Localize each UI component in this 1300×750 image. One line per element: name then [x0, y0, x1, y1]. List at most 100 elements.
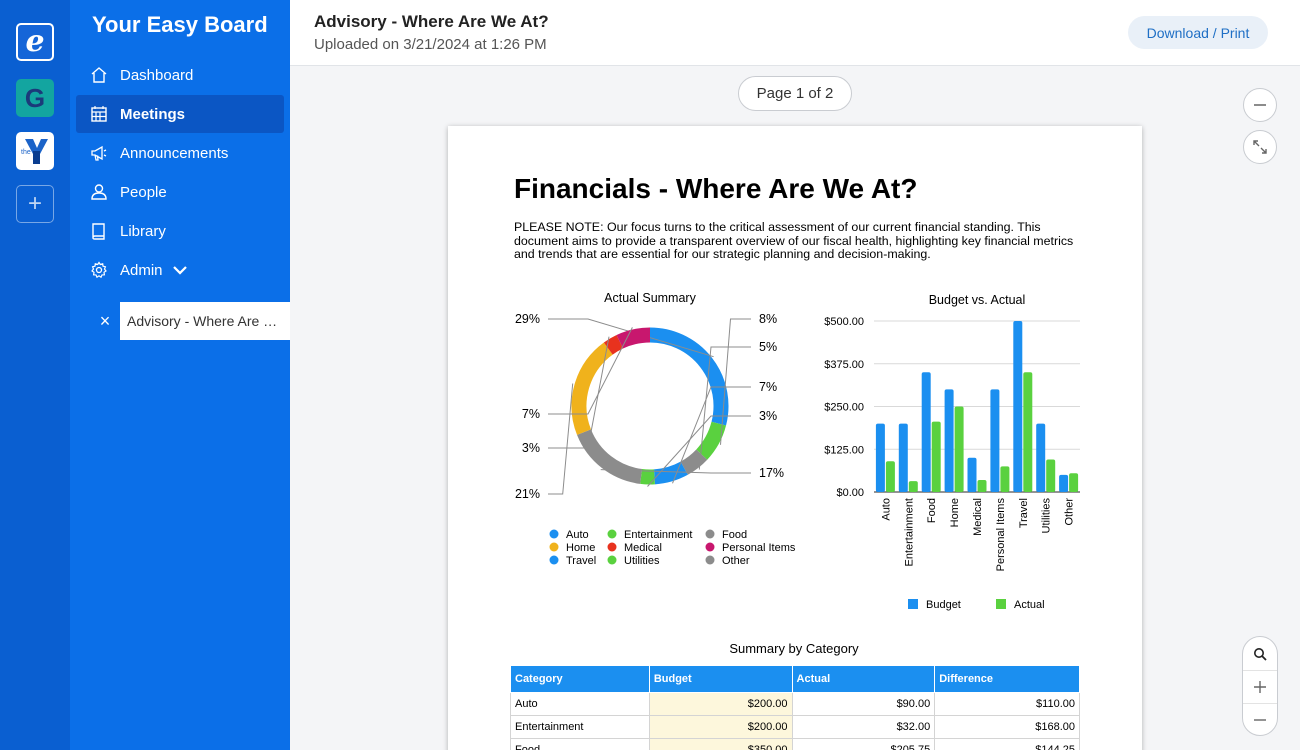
sidebar-item-label: Meetings [120, 105, 186, 123]
sidebar-item-label: Admin [120, 261, 163, 279]
document-page: Financials - Where Are We At? PLEASE NOT… [448, 126, 1142, 750]
pie-legend-label: Personal Items [722, 542, 796, 554]
sidebar-item-admin[interactable]: Admin [76, 251, 284, 289]
chevron-down-icon [171, 261, 201, 279]
download-print-button[interactable]: Download / Print [1128, 16, 1268, 49]
expand-icon [1253, 140, 1267, 154]
pie-title: Actual Summary [604, 291, 696, 305]
pie-leader-line [720, 318, 751, 445]
bar-actual-other [1069, 473, 1079, 492]
pie-slice-food [680, 449, 708, 475]
document-title: Advisory - Where Are We At? [314, 12, 549, 31]
zoom-in-button[interactable] [1243, 670, 1277, 703]
bar-x-tick-label: Utilities [1041, 498, 1053, 534]
pie-percent-label: 5% [759, 340, 777, 354]
pie-percent-label: 7% [522, 407, 540, 421]
sidebar-item-library[interactable]: Library [76, 212, 284, 250]
pie-percent-label: 8% [759, 312, 777, 326]
bar-title: Budget vs. Actual [929, 293, 1026, 307]
bar-legend-swatch [908, 599, 918, 609]
pie-slice-utilities [640, 468, 655, 485]
pie-legend-swatch [705, 529, 715, 539]
bar-budget-entertainment [898, 423, 908, 492]
ymca-logo-icon: the [21, 139, 48, 164]
table-cell: $90.00 [791, 692, 936, 716]
bar-budget-utilities [1036, 423, 1046, 492]
sidebar-item-label: Library [120, 222, 166, 240]
bar-y-tick-label: $500.00 [824, 316, 864, 328]
pie-percent-label: 3% [759, 409, 777, 423]
bar-budget-food [921, 372, 931, 492]
bar-actual-personal-items [1000, 466, 1010, 492]
megaphone-icon [91, 145, 107, 161]
table-row: Food $350.00 $205.75 $144.25 [510, 738, 1080, 750]
table-title: Summary by Category [729, 641, 859, 656]
pie-slice-auto [653, 461, 688, 485]
table-cell: $144.25 [934, 738, 1080, 750]
table-header-cell: Actual [791, 665, 936, 693]
pie-leader-line [647, 415, 751, 487]
table-cell: $200.00 [648, 692, 793, 716]
pie-legend-swatch [549, 529, 559, 539]
pie-slice-travel [649, 327, 729, 426]
sidebar-item-meetings[interactable]: Meetings [76, 95, 284, 133]
pie-percent-label: 29% [515, 312, 540, 326]
pie-leader-line [600, 469, 751, 474]
pie-legend-swatch [607, 529, 617, 539]
sidebar-item-people[interactable]: People [76, 173, 284, 211]
pie-slice-personal-items [616, 327, 651, 349]
minus-icon [1254, 719, 1266, 721]
pie-legend-swatch [705, 555, 715, 565]
book-icon [92, 223, 105, 240]
org-ymca-button[interactable]: the [16, 132, 54, 170]
pie-leader-line [698, 346, 751, 470]
zoom-out-small-button[interactable] [1243, 703, 1277, 736]
bar-y-tick-label: $250.00 [824, 402, 864, 414]
bar-budget-auto [875, 423, 885, 492]
pie-legend-swatch [607, 542, 617, 552]
bar-x-tick-label: Entertainment [903, 498, 915, 566]
org-g-button[interactable]: G [16, 79, 54, 117]
plus-icon: + [27, 190, 42, 217]
pie-percent-label: 7% [759, 380, 777, 394]
bar-x-tick-label: Travel [1018, 498, 1030, 528]
pie-legend-label: Home [566, 542, 595, 554]
sidebar-item-label: Announcements [120, 144, 229, 162]
bar-y-tick-label: $375.00 [824, 359, 864, 371]
gear-icon [91, 261, 107, 279]
minus-icon [1254, 104, 1266, 106]
table-cell: Entertainment [510, 715, 650, 739]
bar-budget-personal-items [990, 389, 1000, 492]
sidebar-item-announcements[interactable]: Announcements [76, 134, 284, 172]
bar-legend-label: Actual [1014, 599, 1045, 611]
open-document-tab[interactable]: × Advisory - Where Are … [90, 302, 290, 340]
zoom-controls [1242, 636, 1278, 736]
org-easy-board-button[interactable]: e [16, 23, 54, 61]
add-org-button[interactable]: + [16, 185, 54, 223]
sidebar-item-dashboard[interactable]: Dashboard [76, 56, 284, 94]
document-note: PLEASE NOTE: Our focus turns to the crit… [514, 220, 1074, 262]
bar-actual-travel [1023, 372, 1033, 492]
bar-x-tick-label: Medical [972, 498, 984, 536]
table-row: Auto $200.00 $90.00 $110.00 [510, 692, 1080, 716]
pie-percent-label: 3% [522, 441, 540, 455]
table-cell: $32.00 [791, 715, 936, 739]
pie-slice-home [571, 342, 613, 435]
pie-legend-label: Entertainment [624, 529, 692, 541]
bar-x-tick-label: Personal Items [995, 498, 1007, 572]
bar-x-tick-label: Other [1064, 498, 1076, 526]
pie-slice-entertainment [696, 421, 727, 460]
zoom-out-button[interactable] [1243, 88, 1277, 122]
table-header-cell: Category [510, 665, 650, 693]
fullscreen-button[interactable] [1243, 130, 1277, 164]
bar-x-tick-label: Home [949, 498, 961, 527]
table-cell: Auto [510, 692, 650, 716]
ymca-small-text: the [21, 149, 31, 156]
table-cell: $168.00 [934, 715, 1080, 739]
search-button[interactable] [1243, 637, 1277, 670]
table-cell: Food [510, 738, 650, 750]
brand-title: Your Easy Board [92, 12, 268, 37]
open-document-label[interactable]: Advisory - Where Are … [120, 302, 290, 340]
pie-leader-line [548, 336, 610, 449]
close-icon[interactable]: × [99, 310, 111, 331]
